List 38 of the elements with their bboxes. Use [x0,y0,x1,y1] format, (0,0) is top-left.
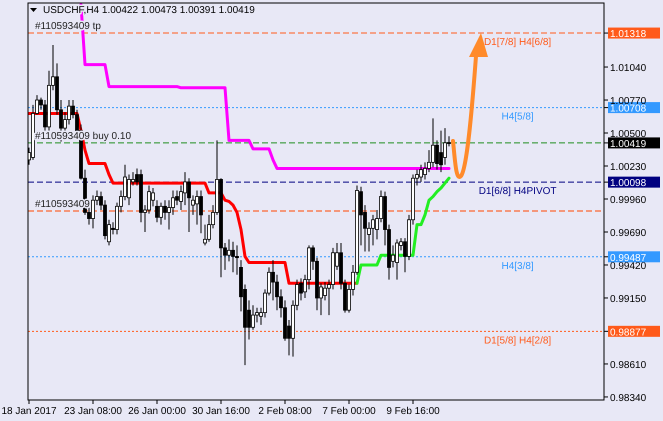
candlestick [419,164,423,182]
x-tick-label: 18 Jan 2017 [1,406,57,417]
y-tick-label: 1.00419 [610,138,647,150]
y-tick-label: 0.99420 [610,260,647,272]
ref-line-label: D1[7/8] H4[6/8] [484,37,552,48]
candlestick [199,190,203,234]
candlestick [431,118,435,168]
ref-line-label: H4[5/8] [501,112,534,123]
y-tick-label: 1.01318 [610,29,647,40]
y-tick-label: 1.00098 [610,178,647,190]
x-tick-label: 2 Feb 08:00 [258,406,312,417]
y-tick-label: 0.99150 [610,294,647,305]
x-tick-label: 7 Feb 00:00 [322,406,376,417]
ref-line-label: D1[6/8] H4PIVOT [478,186,557,198]
candlestick [183,172,187,206]
x-tick-label: 30 Jan 16:00 [192,406,250,417]
y-tick-label: 0.98877 [610,327,647,338]
y-tick-label: 0.99690 [610,228,647,239]
candlestick [439,130,443,173]
x-tick-label: 26 Jan 00:00 [128,406,186,417]
candlestick [231,241,235,273]
line-series [356,176,450,285]
y-tick-label: 0.98610 [610,360,647,371]
y-tick-label: 0.98340 [610,392,647,404]
candlestick [91,194,95,229]
candlestick [195,190,199,226]
ref-line-label: D1[5/8] H4[2/8] [484,335,552,346]
y-tick-label: 1.01040 [610,63,647,74]
y-tick-label: 1.00500 [610,129,647,140]
y-tick-label: 1.00230 [610,162,647,174]
x-tick-label: 23 Jan 08:00 [64,406,122,417]
ref-line-label: H4[3/8] [501,260,534,272]
y-tick-label: 0.99960 [610,194,647,206]
candlestick [227,238,231,262]
candlestick [159,202,163,226]
candlestick [395,238,399,280]
candlestick [251,304,255,330]
x-tick-label: 9 Feb 16:00 [386,406,440,417]
